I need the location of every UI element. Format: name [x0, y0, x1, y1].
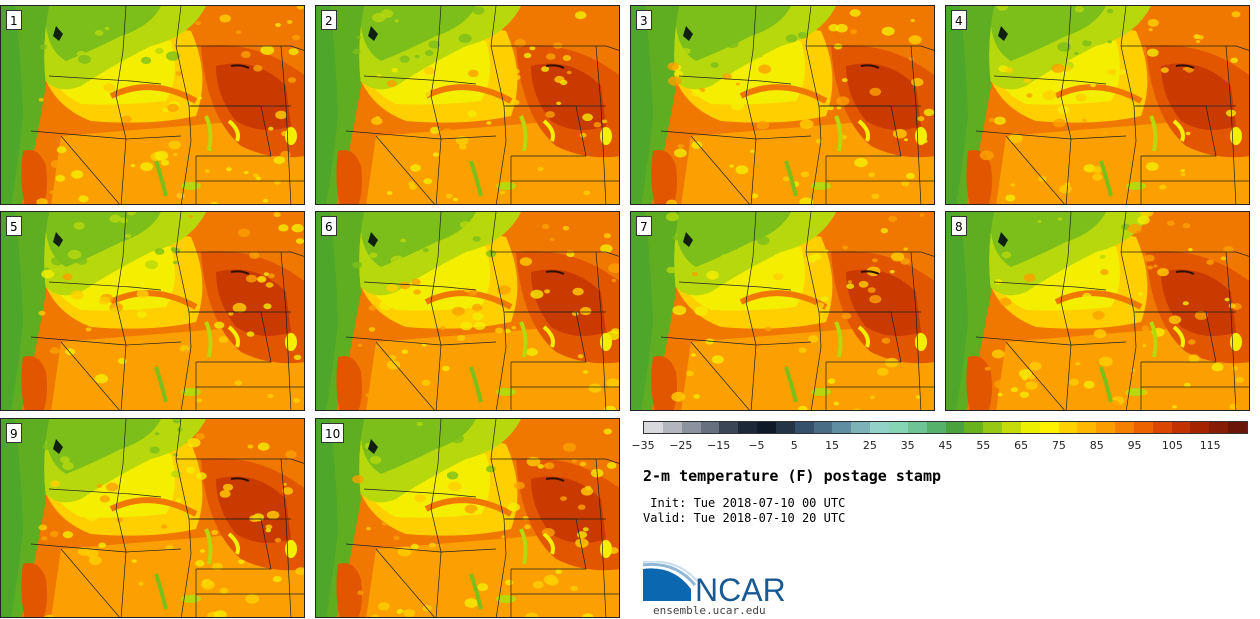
colorbar-tick: 85 — [1089, 439, 1104, 452]
stamp-panel-4: 4 — [945, 5, 1250, 205]
colorbar-tick: 25 — [862, 439, 877, 452]
colorbar-tick: 55 — [976, 439, 991, 452]
member-number-label: 10 — [321, 423, 345, 443]
colorbar-swatch — [1039, 422, 1059, 433]
colorbar-swatch — [1190, 422, 1210, 433]
stamp-panel-7: 7 — [630, 211, 935, 411]
stamp-panel-8: 8 — [945, 211, 1250, 411]
temperature-map — [946, 6, 1249, 204]
colorbar-tick: 75 — [1051, 439, 1066, 452]
colorbar-tick: −5 — [748, 439, 765, 452]
stamp-panel-5: 5 — [0, 211, 305, 411]
colorbar-swatch — [738, 422, 758, 433]
stamp-panel-6: 6 — [315, 211, 620, 411]
colorbar-tick: −15 — [707, 439, 731, 452]
temperature-map — [1, 419, 304, 617]
temperature-colorbar — [643, 421, 1248, 434]
colorbar-swatch — [719, 422, 739, 433]
member-number-label: 8 — [951, 216, 967, 236]
colorbar-tick: 105 — [1161, 439, 1183, 452]
website-url: ensemble.ucar.edu — [653, 604, 766, 617]
colorbar-swatch — [775, 422, 795, 433]
member-number-label: 3 — [636, 10, 652, 30]
colorbar-swatch — [983, 422, 1003, 433]
temperature-map — [946, 212, 1249, 410]
colorbar-swatch — [907, 422, 927, 433]
colorbar-tick: 95 — [1127, 439, 1142, 452]
stamp-panel-3: 3 — [630, 5, 935, 205]
member-number-label: 1 — [6, 10, 22, 30]
colorbar-tick: 115 — [1199, 439, 1221, 452]
stamp-panel-2: 2 — [315, 5, 620, 205]
colorbar-swatch — [1152, 422, 1172, 433]
colorbar-swatch — [813, 422, 833, 433]
colorbar-swatch — [794, 422, 814, 433]
valid-time: Valid: Tue 2018-07-10 20 UTC — [643, 511, 846, 525]
colorbar-swatch — [1020, 422, 1040, 433]
colorbar-swatch — [700, 422, 720, 433]
member-number-label: 6 — [321, 216, 337, 236]
colorbar-swatch — [662, 422, 682, 433]
temperature-map — [1, 212, 304, 410]
temperature-map — [316, 212, 619, 410]
colorbar-tick: 65 — [1014, 439, 1029, 452]
colorbar-tick: 5 — [790, 439, 798, 452]
colorbar-swatch — [757, 422, 776, 433]
colorbar-swatch — [644, 422, 663, 433]
temperature-map — [631, 212, 934, 410]
colorbar-swatch — [681, 422, 701, 433]
init-time: Init: Tue 2018-07-10 00 UTC — [643, 496, 846, 510]
temperature-map — [1, 6, 304, 204]
ncar-logo-text: NCAR — [695, 572, 786, 607]
colorbar-tick: 15 — [825, 439, 840, 452]
colorbar-tick: 35 — [900, 439, 915, 452]
colorbar-swatch — [832, 422, 852, 433]
colorbar-swatch — [1228, 422, 1247, 433]
temperature-map — [316, 419, 619, 617]
colorbar-swatch — [1058, 422, 1078, 433]
temperature-map — [316, 6, 619, 204]
colorbar-swatch — [1133, 422, 1153, 433]
colorbar-swatch — [1115, 422, 1134, 433]
temperature-map — [631, 6, 934, 204]
colorbar-tick: −25 — [669, 439, 693, 452]
member-number-label: 5 — [6, 216, 22, 236]
figure-title: 2-m temperature (F) postage stamp — [643, 467, 942, 485]
member-number-label: 2 — [321, 10, 337, 30]
stamp-panel-9: 9 — [0, 418, 305, 618]
colorbar-swatch — [964, 422, 984, 433]
colorbar-swatch — [945, 422, 965, 433]
member-number-label: 9 — [6, 423, 22, 443]
colorbar-swatch — [888, 422, 908, 433]
colorbar-swatch — [1096, 422, 1116, 433]
colorbar-swatch — [851, 422, 871, 433]
colorbar-swatch — [926, 422, 946, 433]
colorbar-swatch — [1002, 422, 1021, 433]
colorbar-swatch — [1171, 422, 1191, 433]
colorbar-tick: 45 — [938, 439, 953, 452]
member-number-label: 4 — [951, 10, 967, 30]
member-number-label: 7 — [636, 216, 652, 236]
ncar-logo: NCAR — [642, 560, 803, 608]
colorbar-swatch — [870, 422, 889, 433]
colorbar-swatch — [1209, 422, 1229, 433]
stamp-panel-10: 10 — [315, 418, 620, 618]
stamp-panel-1: 1 — [0, 5, 305, 205]
colorbar-tick-labels: −35 −25 −15 −5 5 15 25 35 45 55 65 75 85 95 105 115 — [631, 439, 1248, 455]
colorbar-tick: −35 — [631, 439, 655, 452]
colorbar-swatch — [1077, 422, 1097, 433]
